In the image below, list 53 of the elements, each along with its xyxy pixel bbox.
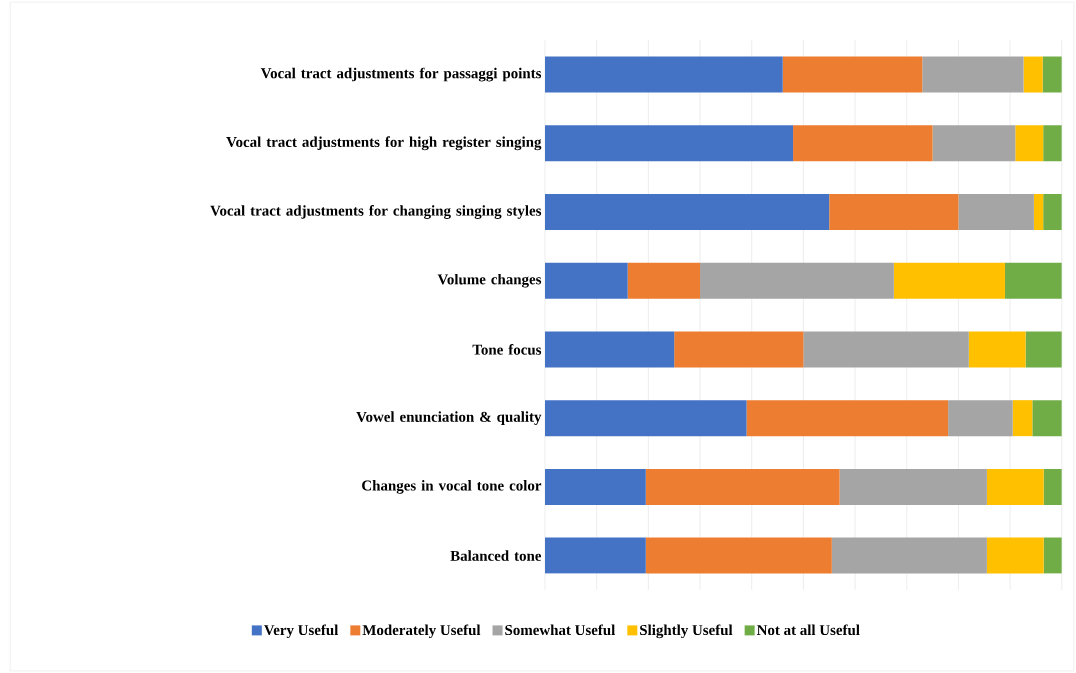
bar [839,468,987,505]
legend-label: Not at all Useful [756,624,860,636]
y-tick-label: Vocal tract adjustments for high register singing [226,136,542,151]
bar [545,125,794,162]
bar [1043,125,1062,162]
y-tick-label: Changes in vocal tone color [362,480,542,494]
bar [1023,56,1043,93]
bar [1042,56,1062,93]
bar [831,537,987,574]
bar [1043,537,1062,574]
bar [746,400,949,437]
bar [1032,400,1062,437]
bar [545,468,646,505]
bar [545,331,675,368]
bar [922,56,1024,93]
bar [1025,331,1062,368]
bar [700,262,894,299]
bar [545,262,628,299]
bar [1043,468,1062,505]
bar [893,262,1005,299]
y-tick-label: Tone focus [472,344,542,355]
bar [932,125,1016,162]
bar [986,537,1044,574]
bar [645,537,832,574]
bar [948,400,1013,437]
legend-label: Very Useful [263,624,339,639]
bar [545,193,830,230]
bar [674,331,804,368]
bar [1004,262,1062,299]
bar [1012,400,1033,437]
bar [1033,193,1044,230]
legend-label: Somewhat Useful [505,624,616,636]
legend-label: Moderately Useful [362,624,481,639]
bar [803,331,969,368]
bar [627,262,701,299]
y-tick-label: Vocal tract adjustments for changing singing styles [210,205,542,219]
y-tick-label: Vocal tract adjustments for passaggi points [260,67,542,82]
bar [829,193,959,230]
bar [545,537,646,574]
y-tick-label: Balanced tone [450,550,542,561]
bar [793,125,933,162]
y-tick-label: Vowel enunciation & quality [356,411,542,425]
bar [782,56,923,93]
bar [545,56,783,93]
bar [645,468,840,505]
bar [1043,193,1062,230]
bar [968,331,1026,368]
bar [986,468,1044,505]
bar [545,400,747,437]
bar [1015,125,1044,162]
bar [958,193,1034,230]
y-tick-label: Volume changes [437,273,542,288]
legend-label: Slightly Useful [640,624,733,639]
